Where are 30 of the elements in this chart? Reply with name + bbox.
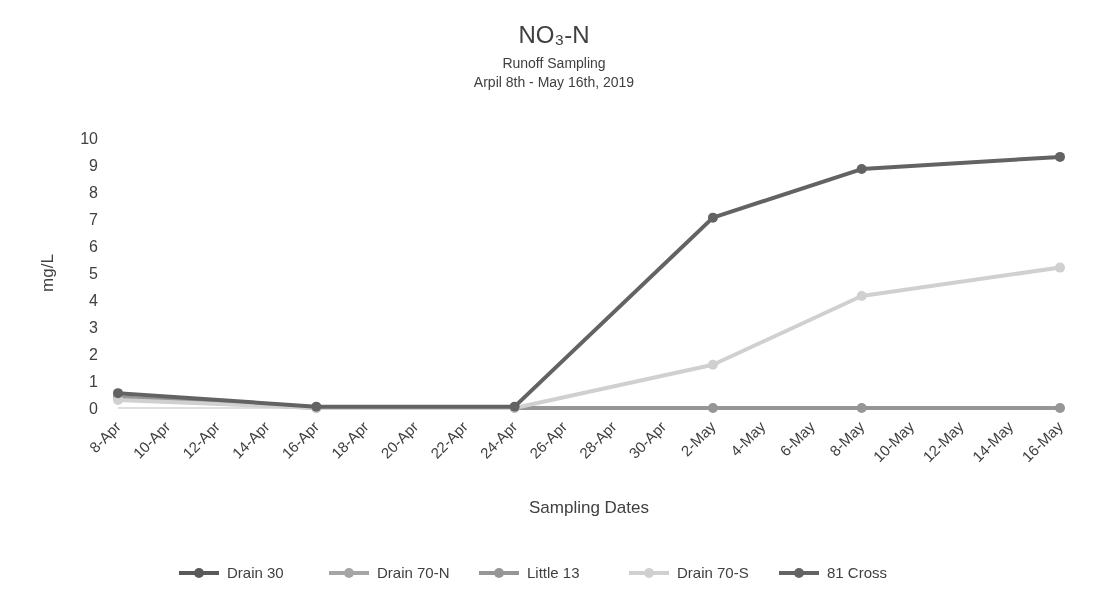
point (707, 403, 718, 413)
y-tick-label: 2 (89, 345, 99, 363)
y-tick-label: 0 (89, 399, 99, 417)
chart-title: NO₃-N (518, 21, 590, 48)
point (707, 212, 718, 223)
y-tick-label: 6 (89, 237, 99, 255)
point (113, 388, 123, 399)
chart-subtitle: Runoff Sampling Arpil 8th - May 16th, 2019 (473, 55, 635, 90)
point (1055, 403, 1065, 413)
legend-label: Drain 70-S (677, 564, 749, 582)
point (1055, 262, 1065, 273)
point (1055, 151, 1065, 162)
point (856, 290, 867, 301)
y-tick-label: 1 (89, 372, 99, 390)
legend-label: Drain 30 (227, 564, 284, 582)
y-tick-label: 4 (89, 291, 99, 309)
legend-label: Drain 70-N (377, 564, 450, 582)
legend-label: 81 Cross (827, 564, 888, 582)
point (856, 403, 867, 413)
y-axis-title: mg/L (38, 254, 57, 292)
point (707, 359, 718, 370)
y-tick-label: 10 (80, 129, 99, 147)
legend-label: Little 13 (527, 564, 580, 582)
point (856, 164, 867, 175)
y-tick-label: 3 (89, 318, 99, 336)
y-tick-label: 8 (89, 183, 99, 201)
y-tick-label: 7 (89, 210, 99, 228)
x-axis-title: Sampling Dates (528, 498, 650, 517)
y-tick-label: 5 (89, 264, 99, 282)
y-tick-label: 9 (89, 156, 99, 174)
